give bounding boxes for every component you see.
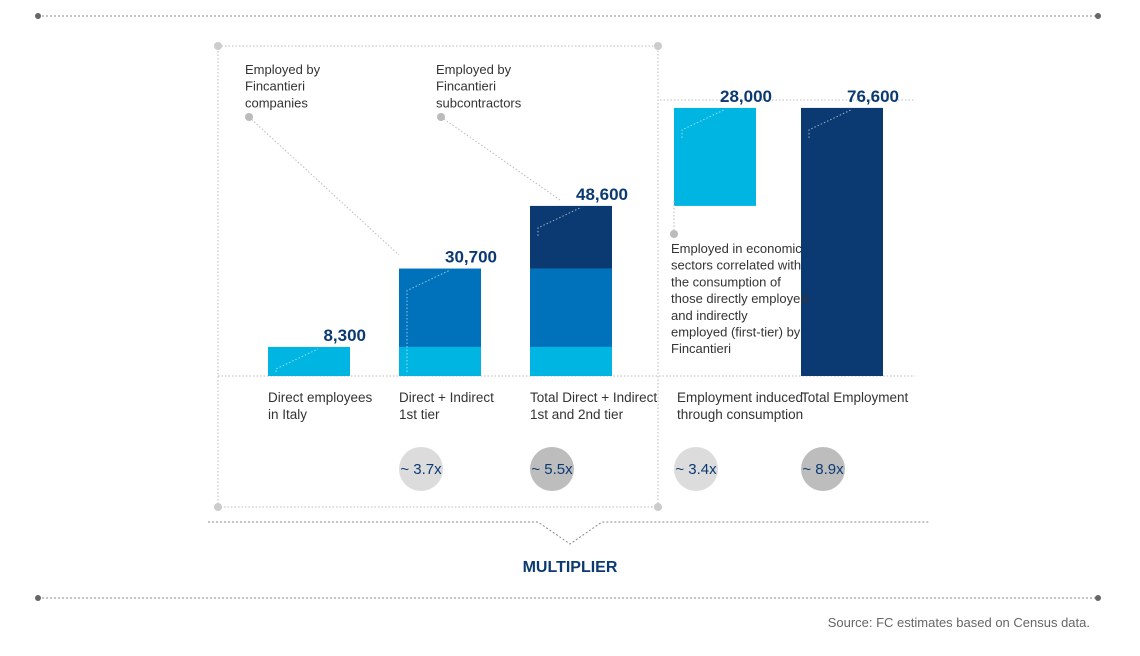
annotation-text: Fincantieri (436, 79, 496, 94)
category-label: Total Direct + Indirect (530, 390, 657, 405)
rule-dot (1095, 595, 1101, 601)
multiplier-bracket (208, 521, 930, 545)
value-label: 76,600 (847, 87, 899, 106)
category-label: 1st and 2nd tier (530, 407, 624, 422)
category-label: Employment induced (677, 390, 803, 405)
bar-segment (530, 268, 612, 347)
leader (537, 207, 581, 236)
multiplier-label: ~ 3.7x (400, 461, 442, 478)
category-label: Direct + Indirect (399, 390, 494, 405)
annotation-text: Fincantieri (245, 79, 305, 94)
category-label: Direct employees (268, 390, 373, 405)
rule-dot (35, 595, 41, 601)
rule-dot (35, 13, 41, 19)
category-label: 1st tier (399, 407, 440, 422)
annotation-text: Employed by (436, 62, 512, 77)
annotation-text: the consumption of (671, 274, 781, 289)
bracket-box (217, 45, 659, 508)
annotation-text: sectors correlated with (671, 258, 801, 273)
bar-segment (801, 107, 883, 377)
multiplier-badge (801, 447, 845, 491)
annotation-leader (440, 116, 561, 201)
corner-dot (214, 503, 222, 511)
leader (808, 109, 852, 138)
category-label: in Italy (268, 407, 307, 422)
value-label: 8,300 (323, 326, 366, 345)
bar-segment (268, 346, 350, 376)
bar-segment (530, 205, 612, 269)
annotation-dot (245, 113, 253, 121)
multiplier-label: ~ 3.4x (675, 461, 717, 478)
annotation-text: companies (245, 95, 308, 110)
multiplier-title: MULTIPLIER (523, 559, 618, 576)
corner-dot (214, 42, 222, 50)
annotation-leader (248, 116, 400, 256)
multiplier-badge (530, 447, 574, 491)
annotation-text: and indirectly (671, 308, 748, 323)
value-label: 28,000 (720, 87, 772, 106)
value-label: 30,700 (445, 248, 497, 267)
bar (674, 107, 756, 206)
bar-segment (399, 346, 481, 376)
rule-dot (1095, 13, 1101, 19)
multiplier-badge (674, 447, 718, 491)
category-label: through consumption (677, 407, 803, 422)
corner-dot (654, 42, 662, 50)
multiplier-label: ~ 5.5x (531, 461, 573, 478)
category-label: Total Employment (801, 390, 909, 405)
annotation-text: Employed by (245, 62, 321, 77)
annotation-text: those directly employed (671, 291, 808, 306)
bar-segment (399, 268, 481, 347)
multiplier-badge (399, 447, 443, 491)
value-label: 48,600 (576, 185, 628, 204)
leader (275, 348, 319, 372)
annotation-text: subcontractors (436, 95, 522, 110)
leader (406, 270, 450, 372)
corner-dot (654, 503, 662, 511)
annotation-text: Employed in economic (671, 241, 802, 256)
multiplier-label: ~ 8.9x (802, 461, 844, 478)
annotation-text: Fincantieri (671, 341, 731, 356)
bar-segment (530, 346, 612, 376)
annotation-dot (437, 113, 445, 121)
source: Source: FC estimates based on Census dat… (828, 615, 1090, 630)
leader (681, 109, 725, 138)
annotation-text: employed (first-tier) by (671, 325, 801, 340)
annotation-dot (670, 230, 678, 238)
